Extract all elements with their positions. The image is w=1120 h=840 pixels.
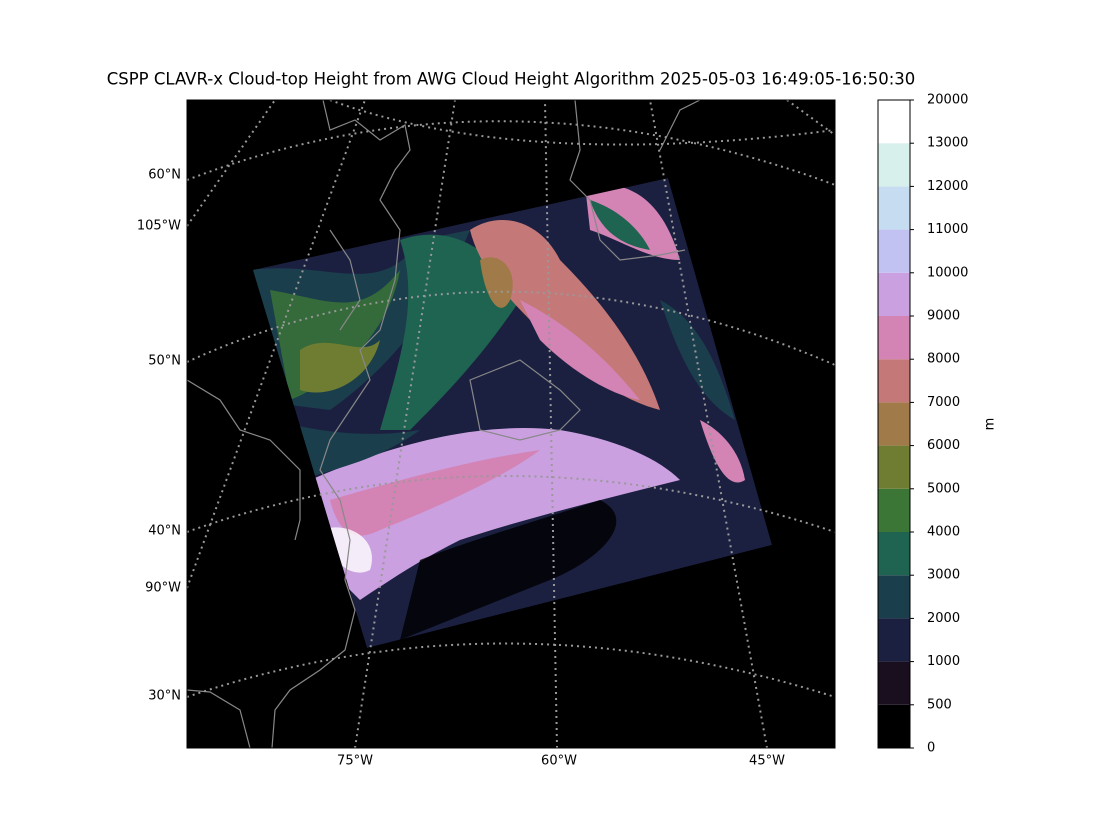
colorbar-tick-label: 2000 [927, 611, 960, 626]
colorbar-tick-label: 7000 [927, 395, 960, 410]
lat-label: 90°W [145, 581, 181, 596]
colorbar-segment [878, 359, 910, 403]
colorbar-segment [878, 186, 910, 230]
colorbar-segment [878, 575, 910, 619]
colorbar-segment [878, 229, 910, 273]
lon-label: 75°W [337, 754, 373, 769]
colorbar-tick-label: 11000 [927, 222, 968, 237]
lat-label: 105°W [137, 219, 181, 234]
title: CSPP CLAVR-x Cloud-top Height from AWG C… [107, 70, 916, 89]
colorbar-tick-label: 3000 [927, 568, 960, 583]
colorbar-tick-label: 5000 [927, 481, 960, 496]
colorbar-tick-label: 1000 [927, 654, 960, 669]
colorbar-segment [878, 661, 910, 705]
colorbar-segment [878, 704, 910, 748]
lat-label: 50°N [148, 354, 181, 369]
colorbar-segment [878, 532, 910, 576]
colorbar-segment [878, 488, 910, 532]
graticule [187, 100, 835, 748]
colorbar-segment [878, 402, 910, 446]
colorbar-tick-label: 9000 [927, 309, 960, 324]
colorbar-tick-label: 0 [927, 741, 935, 756]
colorbar-label: m [983, 418, 998, 431]
lon-label: 60°W [541, 754, 577, 769]
colorbar-tick-label: 8000 [927, 352, 960, 367]
colorbar-tick-label: 4000 [927, 525, 960, 540]
map-frame [186, 99, 836, 749]
colorbar-tick-label: 6000 [927, 438, 960, 453]
colorbar-segment [878, 100, 910, 144]
lat-label: 60°N [148, 168, 181, 183]
colorbar-segment [878, 272, 910, 316]
colorbar-tick-label: 13000 [927, 136, 968, 151]
lat-label: 30°N [148, 689, 181, 704]
colorbar-segment [878, 143, 910, 187]
colorbar-segment [878, 618, 910, 662]
coastline [187, 100, 701, 748]
colorbar-segment [878, 445, 910, 489]
colorbar-tick-label: 12000 [927, 179, 968, 194]
colorbar-tick-label: 500 [927, 697, 952, 712]
colorbar-tick-label: 10000 [927, 265, 968, 280]
colorbar-segment [878, 316, 910, 360]
colorbar-frame [877, 99, 911, 749]
lat-label: 40°N [148, 524, 181, 539]
colorbar-tick-label: 20000 [927, 93, 968, 108]
lon-label: 45°W [749, 754, 785, 769]
